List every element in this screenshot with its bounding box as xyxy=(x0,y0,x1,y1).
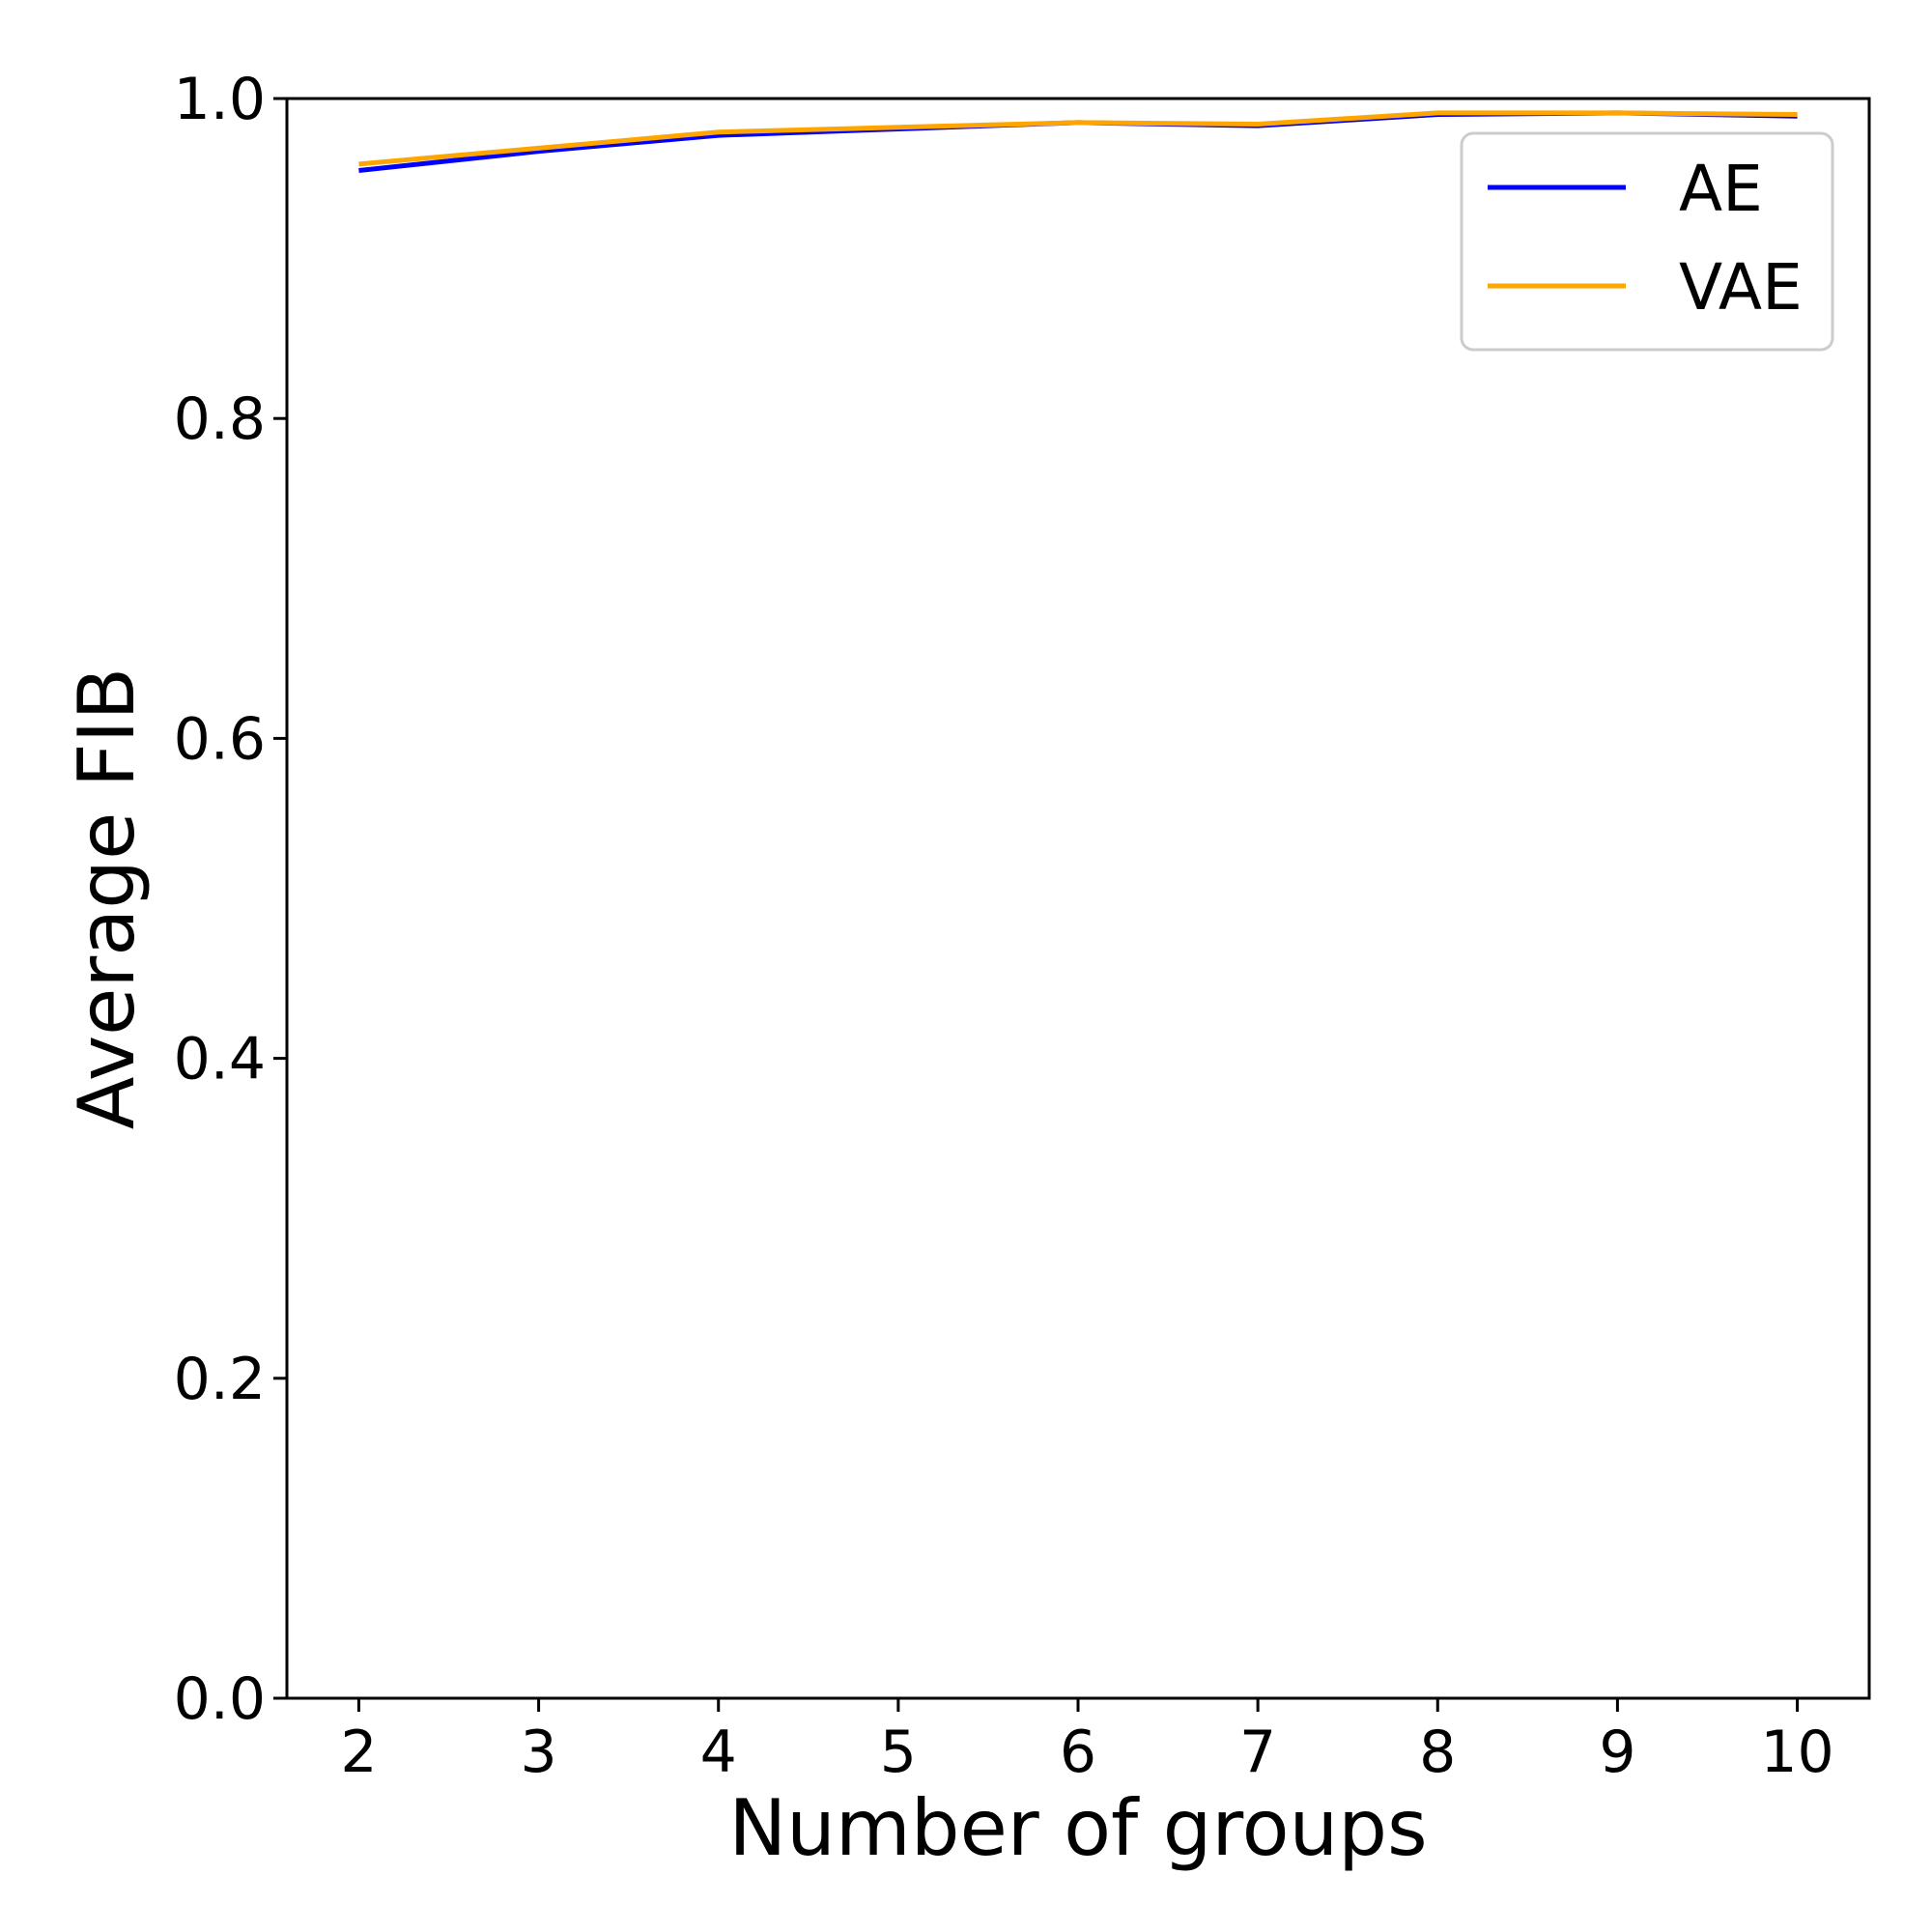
legend-label-vae: VAE xyxy=(1679,250,1803,325)
x-tick-label: 4 xyxy=(700,1719,737,1786)
x-tick-label: 5 xyxy=(880,1719,917,1786)
y-tick-label: 0.6 xyxy=(174,705,266,773)
x-tick-label: 7 xyxy=(1239,1719,1276,1786)
y-axis-title: Average FIB xyxy=(62,668,152,1129)
x-tick-label: 3 xyxy=(520,1719,556,1786)
y-axis-ticks: 0.0 0.2 0.4 0.6 0.8 1.0 xyxy=(174,66,287,1733)
x-tick-label: 2 xyxy=(340,1719,377,1786)
y-tick-label: 0.2 xyxy=(174,1346,266,1413)
plot-area xyxy=(287,99,1869,1698)
y-tick-label: 0.8 xyxy=(174,385,266,453)
x-axis-ticks: 2 3 4 5 6 7 8 9 10 xyxy=(340,1698,1834,1786)
y-tick-label: 1.0 xyxy=(174,66,266,133)
y-tick-label: 0.0 xyxy=(174,1665,266,1733)
legend-label-ae: AE xyxy=(1679,152,1763,226)
series-layer xyxy=(358,110,1798,174)
y-tick-label: 0.4 xyxy=(174,1026,266,1094)
x-tick-label: 10 xyxy=(1760,1719,1833,1786)
legend: AE VAE xyxy=(1460,131,1834,352)
x-tick-label: 9 xyxy=(1599,1719,1635,1786)
x-tick-label: 8 xyxy=(1419,1719,1456,1786)
x-axis-title: Number of groups xyxy=(728,1783,1427,1873)
x-tick-label: 6 xyxy=(1060,1719,1096,1786)
series-line-vae xyxy=(358,110,1798,167)
